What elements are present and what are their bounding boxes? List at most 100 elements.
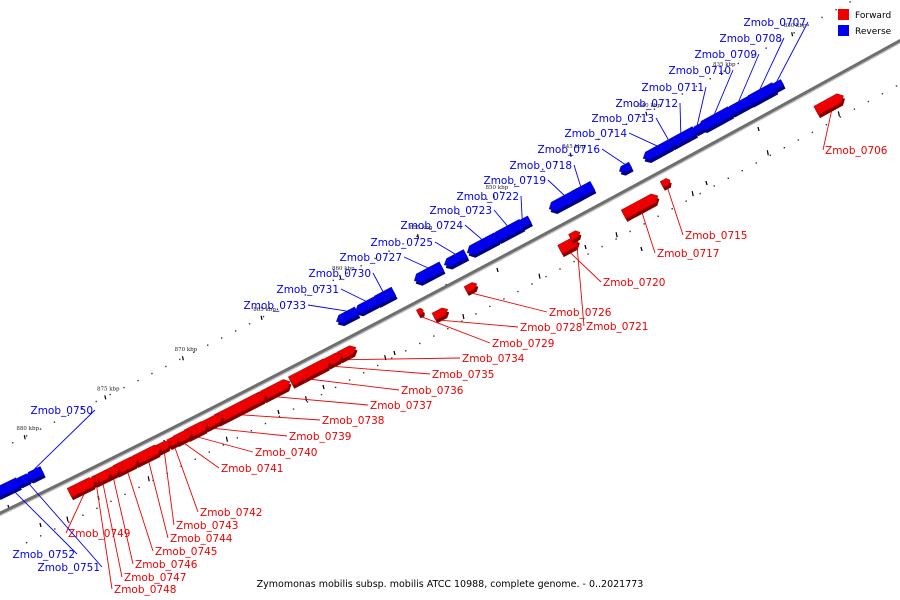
minor-tick	[318, 286, 321, 289]
gene-label[interactable]: Zmob_0711	[642, 82, 704, 94]
gene-arrow[interactable]	[372, 286, 397, 306]
gene-label[interactable]: Zmob_0752	[13, 549, 75, 561]
gene-label[interactable]: Zmob_0734	[462, 353, 525, 365]
callout-line	[573, 164, 582, 187]
minor-tick	[835, 9, 837, 11]
gene-arrow[interactable]	[619, 161, 633, 173]
gene-label[interactable]: Zmob_0737	[370, 400, 432, 412]
gene-label[interactable]: Zmob_0729	[492, 338, 554, 350]
gene-arrow[interactable]	[692, 122, 705, 134]
gene-label[interactable]: Zmob_0749	[68, 528, 130, 540]
gene-label[interactable]: Zmob_0733	[244, 300, 306, 312]
gene-label[interactable]: Zmob_0722	[457, 191, 519, 203]
gene-label[interactable]: Zmob_0710	[669, 65, 731, 77]
gene-arrow[interactable]	[726, 95, 753, 115]
gene-arrow[interactable]	[466, 232, 500, 255]
minor-tick	[825, 123, 828, 126]
gene-label[interactable]: Zmob_0727	[340, 252, 402, 264]
minor-tick	[531, 283, 533, 285]
gene-arrow[interactable]	[415, 307, 424, 316]
gene-label[interactable]: Zmob_0745	[155, 546, 217, 558]
gene-label[interactable]: Zmob_0740	[255, 447, 317, 459]
feature-mark	[39, 522, 42, 528]
gene-label[interactable]: Zmob_0713	[592, 113, 654, 125]
legend-reverse-swatch	[838, 25, 849, 36]
gene-label[interactable]: Zmob_0742	[200, 507, 262, 519]
minor-tick	[867, 100, 870, 103]
gene-label[interactable]: Zmob_0741	[221, 463, 283, 475]
minor-tick	[528, 176, 530, 178]
feature-mark	[277, 409, 280, 415]
minor-tick	[388, 250, 390, 252]
major-tick	[305, 396, 308, 402]
major-tick	[225, 436, 228, 442]
minor-tick	[348, 379, 351, 381]
gene-label[interactable]: Zmob_0712	[616, 98, 678, 110]
minor-tick	[541, 168, 544, 171]
callout-line	[335, 365, 431, 375]
gene-arrow[interactable]	[620, 193, 659, 220]
gene-label[interactable]: Zmob_0723	[430, 205, 492, 217]
gene-label[interactable]: Zmob_0726	[549, 307, 612, 319]
tick-label: 840 kbp	[638, 103, 661, 109]
gene-arrow[interactable]	[548, 187, 583, 212]
gene-label[interactable]: Zmob_0714	[565, 128, 628, 140]
gene-label[interactable]: Zmob_0746	[135, 559, 198, 571]
backbone-shadow	[0, 41, 900, 517]
gene-label[interactable]: Zmob_0715	[685, 230, 747, 242]
minor-tick	[82, 514, 84, 516]
gene-arrow[interactable]	[642, 139, 673, 161]
gene-label[interactable]: Zmob_0709	[695, 49, 757, 61]
legend-reverse-label: Reverse	[855, 27, 892, 37]
gene-arrow[interactable]	[15, 473, 31, 486]
gene-arrow[interactable]	[66, 477, 97, 498]
gene-label[interactable]: Zmob_0728	[520, 322, 582, 334]
gene-arrow[interactable]	[492, 219, 525, 242]
gene-arrow[interactable]	[355, 296, 379, 314]
gene-arrow[interactable]	[463, 282, 478, 294]
gene-label[interactable]: Zmob_0747	[124, 572, 186, 584]
minor-tick	[486, 198, 488, 201]
gene-label[interactable]: Zmob_0708	[720, 33, 782, 45]
gene-label[interactable]: Zmob_0736	[401, 385, 464, 397]
minor-tick	[67, 414, 70, 417]
gene-arrow[interactable]	[698, 106, 734, 131]
gene-arrow[interactable]	[659, 178, 671, 189]
gene-label[interactable]: Zmob_0724	[401, 220, 464, 232]
gene-arrow[interactable]	[431, 307, 449, 321]
gene-label[interactable]: Zmob_0739	[289, 431, 351, 443]
gene-label[interactable]: Zmob_0730	[309, 268, 371, 280]
gene-label[interactable]: Zmob_0725	[371, 237, 433, 249]
gene-arrow[interactable]	[25, 466, 45, 481]
callout-line	[33, 409, 96, 470]
gene-arrow[interactable]	[813, 93, 844, 116]
gene-label[interactable]: Zmob_0731	[277, 284, 339, 296]
callout-line	[127, 472, 154, 552]
gene-label[interactable]: Zmob_0718	[510, 160, 572, 172]
gene-label[interactable]: Zmob_0744	[170, 533, 233, 545]
major-tick	[417, 234, 420, 239]
gene-label[interactable]: Zmob_0720	[603, 277, 665, 289]
gene-label[interactable]: Zmob_0750	[31, 405, 93, 417]
minor-tick	[615, 238, 617, 240]
minor-tick	[444, 220, 446, 223]
callout-line	[576, 241, 585, 327]
gene-label[interactable]: Zmob_0707	[744, 17, 806, 29]
minor-tick	[514, 183, 516, 186]
gene-arrow[interactable]	[336, 306, 360, 324]
gene-arrow[interactable]	[568, 230, 581, 241]
gene-arrow[interactable]	[414, 261, 445, 283]
gene-label[interactable]: Zmob_0743	[176, 520, 238, 532]
callout-line	[65, 494, 85, 534]
gene-label[interactable]: Zmob_0738	[322, 415, 384, 427]
gene-label[interactable]: Zmob_0751	[38, 562, 100, 574]
gene-arrow[interactable]	[443, 249, 469, 267]
gene-arrow[interactable]	[287, 358, 331, 386]
gene-label[interactable]: Zmob_0735	[432, 369, 494, 381]
gene-label[interactable]: Zmob_0706	[825, 145, 888, 157]
gene-label[interactable]: Zmob_0717	[657, 248, 719, 260]
gene-label[interactable]: Zmob_0716	[538, 144, 601, 156]
gene-label[interactable]: Zmob_0719	[484, 175, 546, 187]
gene-label[interactable]: Zmob_0748	[114, 584, 176, 596]
gene-label[interactable]: Zmob_0721	[586, 321, 648, 333]
